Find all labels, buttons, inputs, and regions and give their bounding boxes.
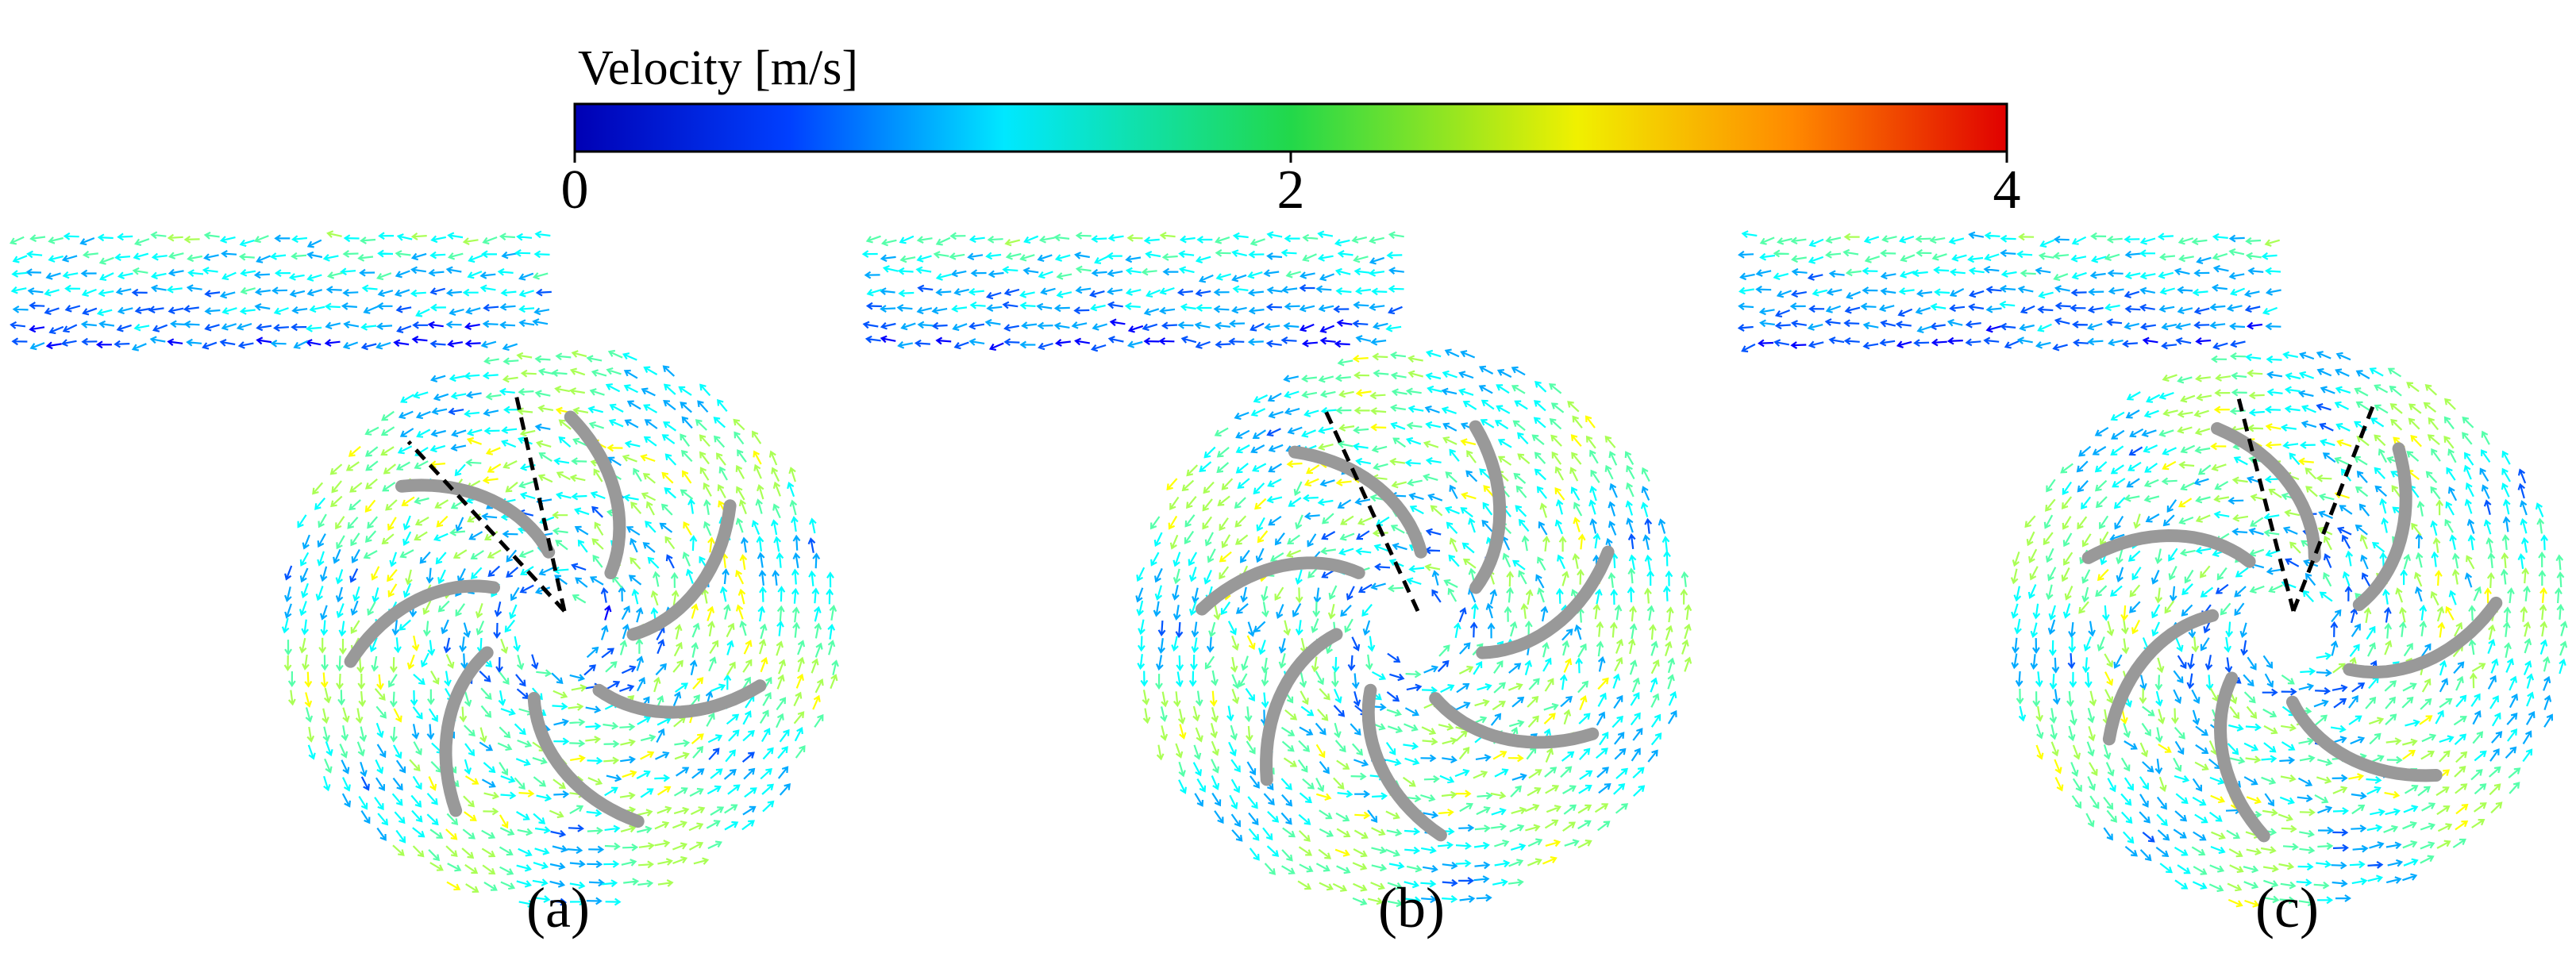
velocity-vectors xyxy=(12,234,821,905)
panel: (c) xyxy=(1737,230,2568,940)
colorbar-tick-label: 4 xyxy=(1993,160,2021,221)
panel-label: (a) xyxy=(526,876,590,940)
velocity-vectors xyxy=(1739,230,2566,905)
blade xyxy=(1476,545,1615,659)
blade xyxy=(2102,609,2220,746)
reference-line xyxy=(406,440,566,613)
velocity-vectors xyxy=(304,406,821,891)
blade xyxy=(1469,420,1507,594)
velocity-vectors xyxy=(1843,233,2548,892)
velocity-vectors xyxy=(1758,321,2263,349)
blade xyxy=(2211,422,2321,563)
panel-label: (c) xyxy=(2255,876,2319,940)
blade xyxy=(564,410,626,579)
velocity-vectors xyxy=(29,321,612,621)
velocity-vectors xyxy=(167,230,838,893)
velocity-vectors xyxy=(864,252,1677,904)
blade xyxy=(2213,671,2270,843)
blade xyxy=(2081,528,2256,568)
blade xyxy=(1361,683,1447,842)
panel: (a) xyxy=(9,230,839,940)
velocity-vectors xyxy=(1004,232,1692,905)
velocity-vectors xyxy=(10,287,816,906)
reference-line xyxy=(514,392,567,612)
blade xyxy=(626,499,737,641)
velocity-vectors xyxy=(865,231,1689,908)
colorbar xyxy=(573,102,2008,153)
velocity-vectors xyxy=(862,283,1653,887)
blade xyxy=(395,478,556,559)
blade xyxy=(527,692,645,828)
blade xyxy=(2285,695,2443,782)
reference-line xyxy=(2291,404,2376,612)
reference-line xyxy=(2235,393,2296,612)
panel: (b) xyxy=(861,230,1692,940)
reference-line xyxy=(1321,405,1420,613)
velocity-vectors xyxy=(1737,273,2527,869)
velocity-vectors xyxy=(10,230,836,908)
blade xyxy=(2352,442,2412,612)
velocity-vectors xyxy=(880,318,1353,351)
panel-label: (b) xyxy=(1378,876,1445,940)
blade xyxy=(1196,556,1365,616)
colorbar-ticks: 0 2 4 xyxy=(561,152,2021,221)
colorbar-tick-label: 0 xyxy=(561,160,589,221)
panels: (a) (b) (c) xyxy=(9,230,2568,940)
blade xyxy=(439,646,494,817)
colorbar-tick-label: 2 xyxy=(1277,160,1305,221)
blade xyxy=(1260,628,1343,786)
blade xyxy=(592,679,767,719)
velocity-vectors xyxy=(1738,231,2553,902)
blade xyxy=(1429,692,1600,749)
blade xyxy=(2343,596,2503,679)
blade xyxy=(344,579,500,668)
blade xyxy=(1288,445,1427,559)
colorbar-title: Velocity [m/s] xyxy=(578,41,858,95)
